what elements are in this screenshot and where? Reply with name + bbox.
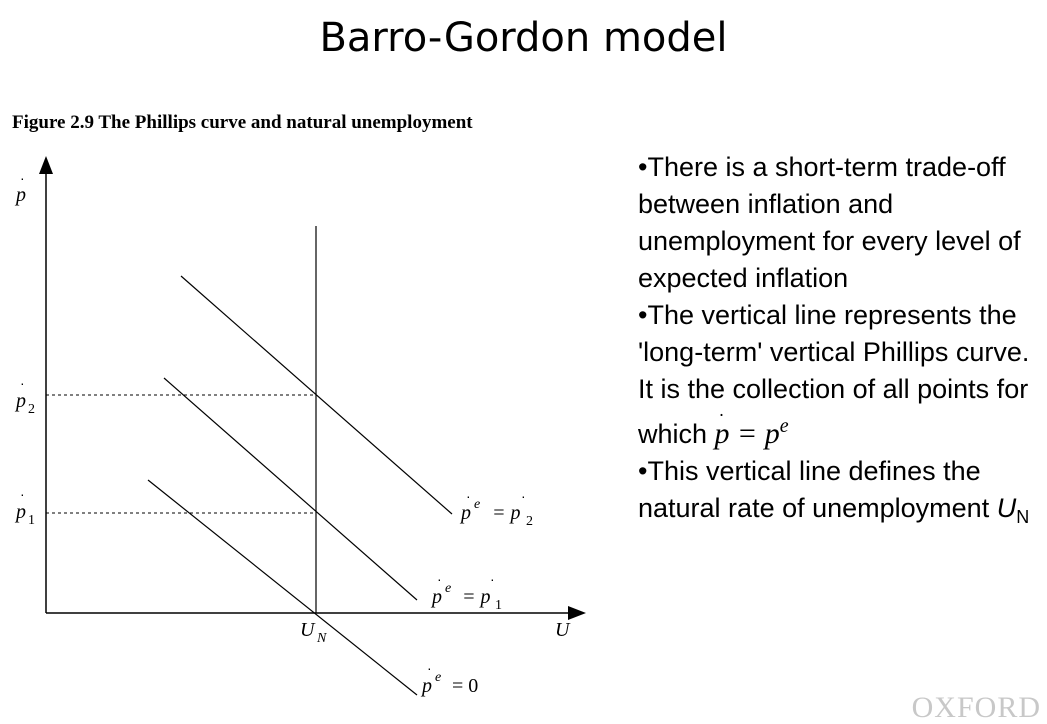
tick-p2-subscript: 2 bbox=[28, 402, 35, 417]
short-run-curve-pe-p1 bbox=[163, 377, 418, 601]
curve-label-0-rhs: = 0 bbox=[452, 675, 478, 697]
tick-p1-label: p bbox=[14, 501, 26, 523]
phillips-curve-diagram: · p · p 2 · p 1 U N U · p e · = p 2 · p … bbox=[14, 156, 586, 697]
bullet-natural-rate-text: •This vertical line defines the natural … bbox=[638, 456, 997, 523]
y-axis-label: p bbox=[14, 184, 26, 206]
curve-label-p1-rhs-dot: · bbox=[490, 571, 495, 587]
short-run-curve-pe-0 bbox=[147, 479, 418, 696]
un-label: U bbox=[300, 619, 316, 641]
natural-rate-subscript: N bbox=[1016, 507, 1030, 527]
curve-label-p1-lhs: p bbox=[430, 586, 442, 608]
y-axis-arrow bbox=[39, 156, 53, 174]
tick-p2-dot: · bbox=[20, 375, 25, 391]
bullet-short-term-tradeoff: •There is a short-term trade-off between… bbox=[638, 152, 1021, 293]
curve-label-p2-lhs: p bbox=[459, 502, 471, 524]
inline-equation-lhs: p bbox=[715, 397, 730, 452]
curve-label-p2-dot: · bbox=[466, 488, 471, 504]
curve-label-p2-rhs: = p bbox=[492, 502, 521, 524]
curve-label-0-dot: · bbox=[427, 660, 432, 676]
bullet-long-term-text: •The vertical line represents the 'long-… bbox=[638, 300, 1030, 449]
bullet-natural-rate: •This vertical line defines the natural … bbox=[638, 453, 1038, 530]
un-subscript: N bbox=[316, 631, 327, 646]
curve-label-0-sup: e bbox=[435, 670, 441, 685]
curve-label-0-lhs: p bbox=[420, 675, 432, 697]
short-run-curve-pe-p2 bbox=[180, 275, 453, 515]
inline-equation: p = pe bbox=[715, 397, 789, 452]
natural-rate-variable: U bbox=[996, 493, 1017, 523]
tick-p1-subscript: 1 bbox=[28, 513, 35, 528]
x-axis-arrow bbox=[568, 606, 586, 620]
oxford-logo: OXFORD bbox=[911, 691, 1041, 724]
curve-label-p2-sup: e bbox=[474, 497, 480, 512]
y-axis-label-dot: · bbox=[20, 170, 25, 186]
tick-p1-dot: · bbox=[20, 486, 25, 502]
inline-equation-rhs: p bbox=[764, 417, 780, 450]
bullet-list: •There is a short-term trade-off between… bbox=[638, 149, 1038, 530]
figure-caption: Figure 2.9 The Phillips curve and natura… bbox=[12, 112, 473, 133]
bullet-long-term-curve: •The vertical line represents the 'long-… bbox=[638, 297, 1038, 453]
curve-label-p1-rhs: = p bbox=[462, 586, 491, 608]
curve-label-p2-sub: 2 bbox=[526, 514, 533, 529]
inline-equation-eq: = bbox=[729, 417, 765, 450]
slide-title: Barro-Gordon model bbox=[319, 15, 728, 61]
curve-label-p1-dot: · bbox=[437, 571, 442, 587]
curve-label-p1-sub: 1 bbox=[495, 598, 502, 613]
curve-label-p2-rhs-dot: · bbox=[521, 488, 526, 504]
curve-label-p1-sup: e bbox=[445, 581, 451, 596]
x-axis-label: U bbox=[555, 619, 571, 641]
tick-p2-label: p bbox=[14, 390, 26, 412]
inline-equation-sup: e bbox=[779, 415, 789, 437]
